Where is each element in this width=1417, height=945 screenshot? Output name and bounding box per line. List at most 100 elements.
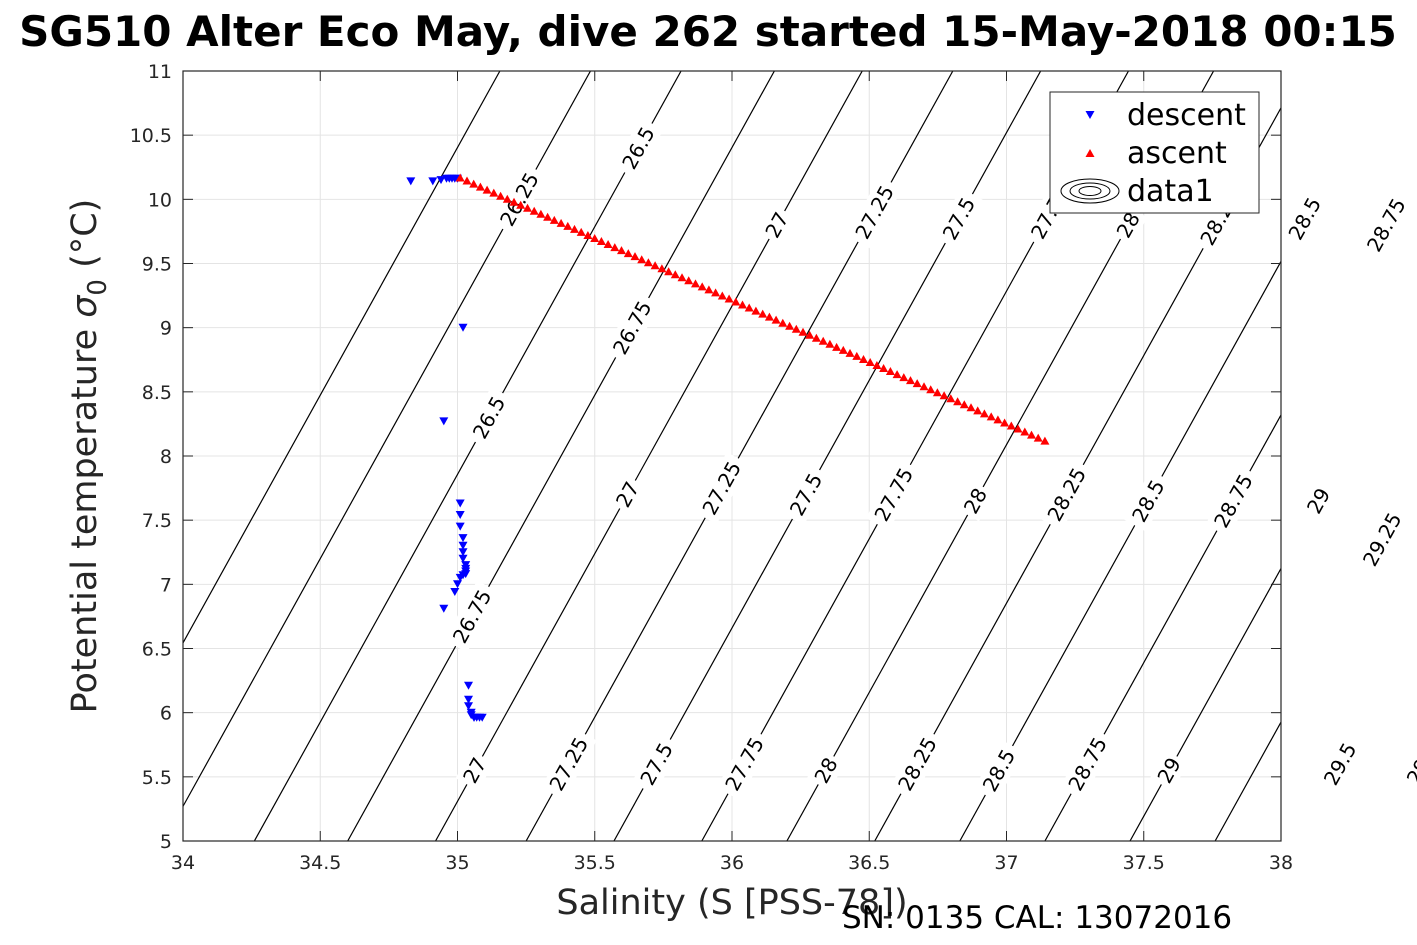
ascent-point xyxy=(684,276,694,285)
ascent-point xyxy=(791,324,801,333)
ascent-point xyxy=(617,246,626,255)
y-tick-label: 7 xyxy=(160,574,172,596)
ascent-point xyxy=(516,200,526,209)
ascent-point xyxy=(899,373,909,382)
descent-point xyxy=(455,511,465,519)
y-axis-label-sigma: σ xyxy=(65,294,105,318)
descent-point xyxy=(455,573,465,582)
x-tick-label: 37 xyxy=(994,852,1018,874)
contour-label-text: 28.75 xyxy=(1362,194,1411,256)
ascent-point xyxy=(993,415,1003,424)
contour-labels: 26.2526.526.752727.2527.527.752828.2528.… xyxy=(444,117,1417,802)
descent-point xyxy=(439,417,449,426)
ascent-point xyxy=(724,294,734,303)
y-axis-label-subscript: 0 xyxy=(83,279,113,296)
ascent-point xyxy=(744,303,754,312)
descent-point xyxy=(450,588,460,596)
ascent-point xyxy=(583,231,593,239)
ascent-point xyxy=(865,358,875,366)
ascent-point xyxy=(1040,436,1050,445)
ascent-point xyxy=(932,388,942,397)
contour-line xyxy=(253,71,682,841)
contour-line xyxy=(435,71,863,841)
ascent-point xyxy=(1027,430,1036,439)
y-tick-label: 7.5 xyxy=(142,510,172,532)
ascent-series xyxy=(455,173,1050,445)
ascent-point xyxy=(704,285,714,294)
descent-point xyxy=(458,541,468,550)
ascent-point xyxy=(496,191,506,200)
ascent-point xyxy=(738,300,747,309)
footer-serial-cal: SN: 0135 CAL: 13072016 xyxy=(842,900,1232,936)
ascent-point xyxy=(764,312,774,321)
legend-data1-marker xyxy=(1060,178,1120,204)
x-axis-ticks: 34 34.5 35 35.5 36 36.5 37 37.5 38 xyxy=(171,71,1293,874)
ascent-point xyxy=(489,188,499,197)
descent-point xyxy=(464,702,473,711)
y-tick-label: 11 xyxy=(148,61,172,83)
ascent-point xyxy=(785,321,795,330)
y-tick-label: 6 xyxy=(160,703,172,725)
descent-point xyxy=(455,499,465,508)
ascent-point xyxy=(811,333,821,342)
x-tick-label: 34.5 xyxy=(299,852,341,874)
ascent-point xyxy=(563,221,573,230)
descent-point xyxy=(458,534,468,543)
ascent-point xyxy=(462,176,472,185)
descent-point xyxy=(439,604,449,613)
descent-point xyxy=(464,695,473,704)
ascent-point xyxy=(758,309,768,318)
chart-title: SG510 Alter Eco May, dive 262 started 15… xyxy=(19,7,1397,56)
ascent-point xyxy=(670,270,680,279)
ascent-point xyxy=(475,182,485,191)
ascent-point xyxy=(549,215,559,224)
descent-point xyxy=(458,554,468,563)
descent-point xyxy=(458,548,468,557)
legend-descent-label: descent xyxy=(1127,98,1246,133)
ascent-point xyxy=(469,179,479,188)
descent-point xyxy=(455,522,465,531)
legend-ascent-marker xyxy=(1085,149,1095,157)
contour-label: 29.5 xyxy=(1315,733,1366,795)
contour-label-text: 29.75 xyxy=(1402,727,1417,789)
ascent-point xyxy=(1020,427,1030,436)
contour-label: 29.75 xyxy=(1398,721,1417,794)
ascent-point xyxy=(832,342,842,351)
ascent-point xyxy=(838,345,848,354)
ascent-point xyxy=(892,370,902,379)
legend-box xyxy=(1049,91,1260,214)
contour-label: 28.75 xyxy=(1358,188,1415,262)
ascent-point xyxy=(919,382,929,391)
contour-line xyxy=(183,71,501,645)
ascent-point xyxy=(798,327,808,336)
ascent-point xyxy=(1033,433,1043,442)
ascent-point xyxy=(529,206,539,215)
legend-data1-label: data1 xyxy=(1127,174,1214,209)
ascent-point xyxy=(556,218,566,227)
legend: descent ascent data1 xyxy=(1049,91,1260,214)
ascent-point xyxy=(979,409,989,418)
ascent-point xyxy=(852,351,862,360)
ascent-point xyxy=(711,288,721,297)
ascent-point xyxy=(570,224,579,233)
ascent-point xyxy=(637,255,647,264)
contour-label: 29.25 xyxy=(1354,503,1411,576)
ascent-point xyxy=(771,315,781,324)
ascent-point xyxy=(939,391,949,400)
x-tick-label: 35.5 xyxy=(574,852,616,874)
ascent-point xyxy=(691,279,700,288)
contour-line xyxy=(1297,71,1417,841)
ascent-point xyxy=(818,336,828,345)
ascent-point xyxy=(677,273,687,282)
ascent-point xyxy=(455,173,465,182)
ascent-point xyxy=(1013,424,1023,433)
ascent-point xyxy=(1006,421,1016,430)
y-axis-label-unit: (°C) xyxy=(65,199,105,279)
ascent-point xyxy=(879,364,889,372)
descent-point xyxy=(436,176,446,185)
y-tick-label: 10 xyxy=(148,189,172,211)
ascent-point xyxy=(906,376,915,385)
ascent-point xyxy=(697,282,707,291)
contour-label-text: 29 xyxy=(1302,484,1335,518)
ascent-point xyxy=(623,249,633,258)
